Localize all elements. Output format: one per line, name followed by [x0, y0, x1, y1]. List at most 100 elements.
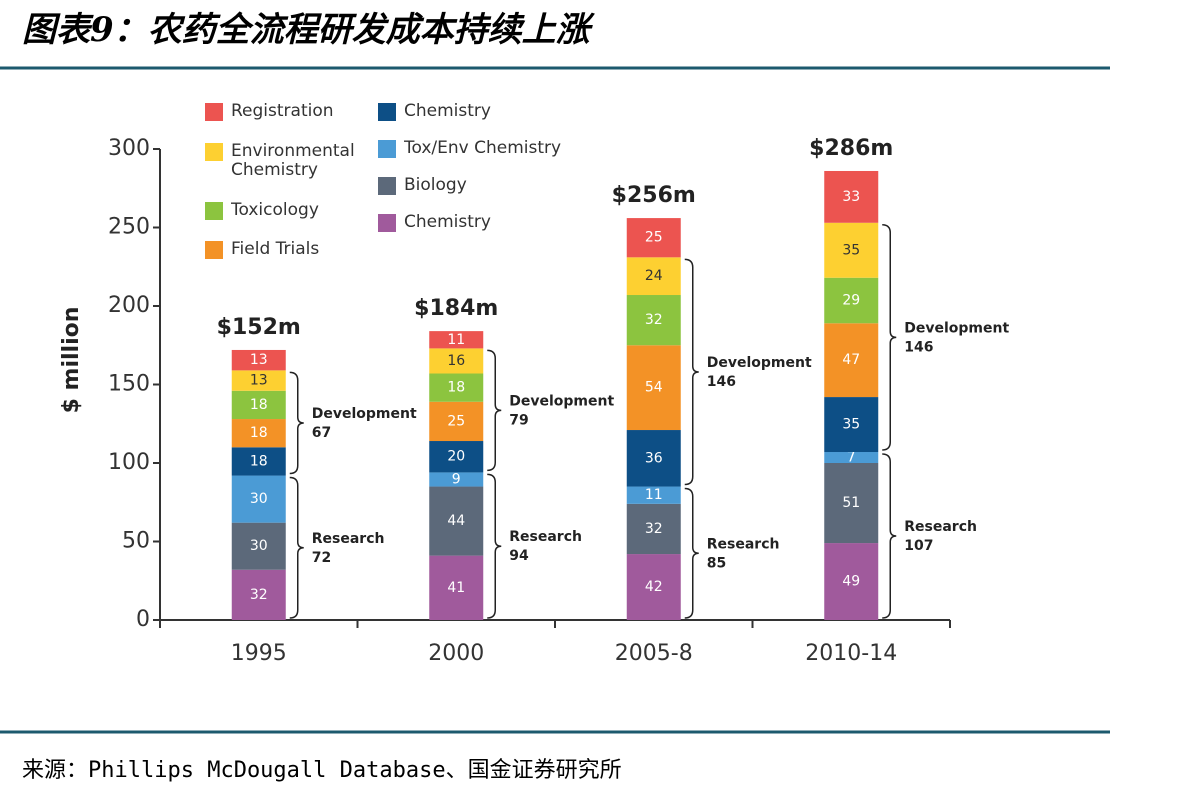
legend-item: Tox/Env Chemistry [404, 139, 561, 158]
segment-label: 42 [645, 579, 663, 595]
y-tick-label: 100 [108, 450, 150, 475]
brace [487, 473, 502, 619]
y-tick-label: 250 [108, 215, 150, 240]
brace [289, 476, 304, 619]
segment-label: 32 [645, 521, 663, 537]
segment-label: 32 [250, 587, 268, 603]
y-axis-label: $ million [59, 307, 84, 414]
legend-swatch [205, 241, 223, 259]
bar-segment [824, 463, 879, 544]
segment-label: 36 [645, 450, 663, 466]
segment-label: 7 [847, 450, 856, 466]
total-label: $152m [217, 315, 301, 340]
group-name: Development [509, 393, 614, 409]
segment-label: 33 [842, 189, 860, 205]
bar-segment [626, 503, 681, 555]
bar-segment [429, 348, 484, 374]
bar-segment [824, 543, 879, 620]
bar-segment [626, 295, 681, 346]
segment-label: 24 [645, 268, 663, 284]
y-tick-label: 150 [108, 372, 150, 397]
legend-item: Biology [404, 176, 467, 195]
group-value: 107 [904, 538, 933, 554]
legend-label: Chemistry [404, 102, 491, 121]
group-value: 79 [509, 412, 528, 428]
brace [684, 258, 699, 486]
legend-label: Environmental Chemistry [231, 142, 355, 180]
segment-label: 30 [250, 538, 268, 554]
group-name: Research [312, 531, 385, 547]
segment-label: 30 [250, 491, 268, 507]
segment-label: 11 [447, 332, 465, 348]
group-value: 72 [312, 550, 331, 566]
segment-label: 54 [645, 380, 663, 396]
legend-swatch [378, 214, 396, 232]
segment-label: 47 [842, 352, 860, 368]
group-name: Development [904, 320, 1009, 336]
y-tick-label: 50 [122, 529, 150, 554]
group-name: Development [312, 406, 417, 422]
total-label: $286m [809, 136, 893, 161]
group-value: 146 [904, 339, 933, 355]
segment-label: 25 [645, 230, 663, 246]
segment-label: 13 [250, 373, 268, 389]
segment-label: 25 [447, 413, 465, 429]
bar-segment [429, 486, 484, 556]
group-value: 67 [312, 425, 331, 441]
brace [882, 453, 897, 619]
legend-item: Toxicology [231, 201, 319, 220]
segment-label: 16 [447, 353, 465, 369]
legend-swatch [205, 143, 223, 161]
x-tick-label: 2005-8 [615, 641, 693, 666]
bar-segment [231, 419, 286, 448]
y-tick-label: 200 [108, 293, 150, 318]
segment-label: 49 [842, 574, 860, 590]
legend-swatch [378, 177, 396, 195]
bar-segment [429, 401, 484, 442]
group-name: Research [509, 529, 582, 545]
segment-label: 35 [842, 417, 860, 433]
bar-segment [231, 522, 286, 570]
legend-item: Environmental Chemistry [231, 142, 355, 180]
segment-label: 51 [842, 495, 860, 511]
bar-segment [626, 486, 681, 504]
segment-label: 9 [452, 471, 461, 487]
segment-label: 41 [447, 580, 465, 596]
bar-segment [626, 430, 681, 487]
segment-label: 32 [645, 312, 663, 328]
brace [487, 349, 502, 472]
legend-swatch [205, 202, 223, 220]
brace [289, 371, 304, 475]
bar-segment [626, 554, 681, 620]
bar-segment [824, 397, 879, 453]
legend-swatch [378, 140, 396, 158]
segment-label: 13 [250, 352, 268, 368]
group-name: Research [904, 519, 977, 535]
bar-segment [824, 277, 879, 324]
bar-segment [429, 441, 484, 473]
total-label: $184m [414, 296, 498, 321]
bar-segment [231, 390, 286, 420]
bar-segment [626, 345, 681, 431]
bar-segment [231, 349, 286, 371]
x-tick-label: 1995 [231, 641, 287, 666]
y-tick-label: 300 [108, 136, 150, 161]
bar-segment [231, 447, 286, 476]
bar-segment [231, 475, 286, 523]
bar-segment [429, 472, 484, 487]
legend-item: Field Trials [231, 240, 319, 259]
segment-label: 35 [842, 242, 860, 258]
group-name: Research [707, 536, 780, 552]
title: 图表9：农药全流程研发成本持续上涨 [22, 10, 596, 50]
legend-item: Chemistry [404, 213, 491, 232]
legend-label: Chemistry [404, 213, 491, 232]
legend-swatch [205, 103, 223, 121]
bar-segment [824, 323, 879, 398]
group-name: Development [707, 355, 812, 371]
segment-label: 44 [447, 513, 465, 529]
legend-item: Chemistry [404, 102, 491, 121]
bar-segment [231, 569, 286, 620]
total-label: $256m [612, 183, 696, 208]
legend-label: Toxicology [231, 201, 319, 220]
bar-segment [626, 218, 681, 258]
